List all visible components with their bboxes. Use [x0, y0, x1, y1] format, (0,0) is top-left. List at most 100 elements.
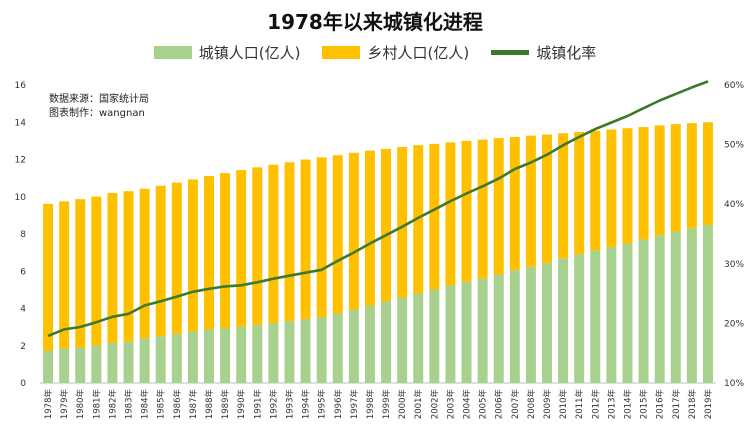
legend-swatch-urban [153, 46, 192, 59]
bar-urban [558, 258, 569, 383]
bar-rural [477, 139, 488, 279]
bar-urban [236, 326, 247, 383]
bar-rural [155, 185, 166, 337]
bar-rural [397, 147, 408, 298]
bar-rural [590, 130, 601, 251]
bar-urban [123, 341, 134, 383]
x-tick-label: 1984年 [140, 389, 151, 420]
x-tick-label: 2002年 [429, 389, 440, 420]
x-tick-label: 2003年 [445, 389, 456, 420]
chart-title: 1978年以来城镇化进程 [267, 10, 483, 34]
y-tick-label: 10 [15, 193, 27, 203]
bar-rural [236, 170, 247, 327]
bar-rural [686, 123, 697, 229]
bar-rural [429, 143, 440, 290]
y-tick-label: 0 [20, 379, 26, 389]
bar-urban [107, 342, 118, 383]
x-tick-label: 2000年 [397, 389, 408, 420]
bar-rural [606, 129, 617, 247]
x-tick-label: 1978年 [43, 389, 54, 420]
bar-rural [702, 122, 713, 226]
bar-rural [171, 182, 182, 334]
x-tick-label: 2018年 [687, 389, 698, 420]
x-tick-label: 1981年 [91, 389, 102, 420]
x-tick-label: 2008年 [526, 389, 537, 420]
bar-rural [220, 173, 231, 329]
bar-urban [364, 305, 375, 383]
bar-urban [590, 250, 601, 383]
legend-swatch-rural [322, 46, 361, 59]
bar-urban [574, 254, 585, 383]
legend-item-rate: 城镇化率 [491, 42, 596, 63]
bar-urban [525, 266, 536, 383]
source-note: 数据来源：国家统计局 图表制作：wangnan [49, 93, 149, 121]
x-tick-label: 1995年 [317, 389, 328, 420]
x-tick-label: 2014年 [622, 389, 633, 420]
bar-rural [364, 150, 375, 306]
bar-urban [397, 297, 408, 383]
x-tick-label: 1980年 [75, 389, 86, 420]
bar-urban [75, 347, 86, 383]
bar-rural [123, 191, 134, 342]
bar-urban [638, 239, 649, 383]
x-tick-label: 1990年 [236, 389, 247, 420]
x-tick-label: 2012年 [590, 389, 601, 420]
bar-urban [91, 345, 102, 383]
bar-urban [445, 285, 456, 383]
bar-rural [509, 136, 520, 271]
bar-urban [702, 225, 713, 383]
y2-tick-label: 20% [724, 319, 744, 329]
bar-urban [220, 328, 231, 383]
x-tick-label: 2015年 [639, 389, 650, 420]
bar-rural [91, 196, 102, 346]
bar-urban [509, 270, 520, 383]
bar-urban [155, 336, 166, 383]
x-tick-label: 2016年 [655, 389, 666, 420]
y2-tick-label: 10% [724, 379, 744, 389]
chart-legend: 城镇人口(亿人) 乡村人口(亿人) 城镇化率 [0, 42, 750, 63]
line-group [47, 80, 709, 338]
y-tick-label: 2 [20, 342, 26, 352]
y-tick-label: 12 [15, 156, 26, 166]
bar-urban [171, 333, 182, 383]
bar-urban [43, 350, 54, 383]
bar-urban [268, 323, 279, 383]
x-tick-label: 1979年 [59, 389, 70, 420]
bar-rural [139, 188, 150, 339]
bar-rural [542, 134, 552, 263]
bar-urban [654, 235, 665, 383]
bar-rural [59, 201, 70, 349]
bar-rural [654, 125, 665, 236]
bar-rural [558, 133, 569, 259]
bar-urban [348, 309, 359, 383]
bar-urban [493, 274, 504, 383]
bar-rural [316, 157, 327, 318]
bar-rural [381, 148, 392, 302]
bar-urban [461, 281, 472, 383]
bar-urban [252, 324, 263, 383]
bar-rural [348, 152, 359, 310]
y-tick-label: 8 [20, 230, 26, 240]
source-line-data: 数据来源：国家统计局 [49, 94, 149, 105]
bar-urban [381, 301, 392, 383]
y2-tick-label: 40% [724, 200, 744, 210]
bar-rural [252, 167, 263, 325]
x-tick-label: 2011年 [574, 389, 585, 420]
bar-urban [477, 278, 488, 383]
y-tick-label: 6 [20, 267, 26, 277]
x-tick-label: 1982年 [107, 389, 118, 420]
legend-label-rural: 乡村人口(亿人) [367, 44, 470, 62]
axes-group: 0 2 4 6 8 10 12 14 16 10% 20% 30% 40% 50% 60% 1978年 1979… [15, 81, 745, 419]
legend-item-urban: 城镇人口(亿人) [153, 42, 300, 63]
bar-rural [284, 162, 295, 322]
x-tick-label: 1999年 [381, 389, 392, 420]
y2-tick-label: 60% [724, 81, 744, 91]
bar-rural [622, 128, 633, 244]
y2-tick-label: 30% [724, 260, 744, 270]
x-tick-label: 1998年 [365, 389, 376, 420]
bar-rural [43, 203, 54, 351]
x-tick-label: 2004年 [462, 389, 473, 420]
bar-urban [316, 317, 327, 383]
x-tick-label: 2017年 [671, 389, 682, 420]
x-tick-label: 2019年 [703, 389, 714, 420]
